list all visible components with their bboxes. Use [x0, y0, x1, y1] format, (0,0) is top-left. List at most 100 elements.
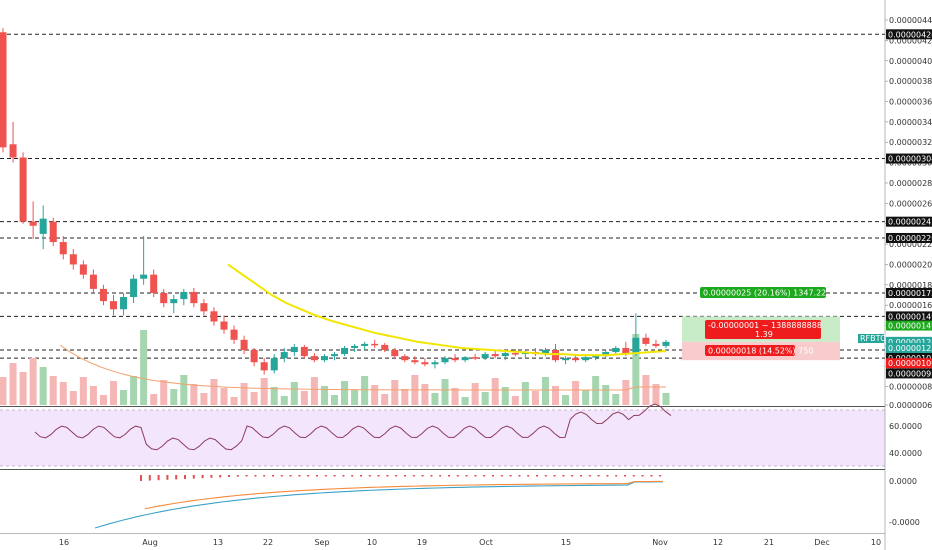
candle-body	[351, 345, 359, 348]
macd-histogram-bar	[298, 475, 301, 477]
price-candles	[0, 28, 670, 375]
macd-histogram-bar	[333, 475, 336, 477]
candle-body	[551, 350, 560, 361]
level-tag	[886, 232, 932, 243]
candle-body	[19, 157, 27, 222]
volume-bar	[602, 385, 610, 405]
candle-body	[541, 350, 549, 355]
macd-histogram-bar	[659, 475, 662, 477]
level-tag	[886, 311, 932, 322]
macd-histogram-bar	[386, 475, 389, 477]
volume-bar	[260, 378, 268, 405]
volume-bar	[240, 383, 248, 405]
candle-body	[361, 343, 369, 346]
macd-histogram-bar	[544, 475, 547, 477]
macd-histogram-bar	[324, 475, 327, 477]
macd-histogram-bar	[192, 475, 195, 479]
macd-histogram-bar	[456, 475, 459, 477]
macd-histogram-bar	[263, 475, 266, 477]
rsi-tick-label: 60.0000	[889, 422, 922, 431]
time-tick-label: 15	[561, 538, 571, 547]
macd-histogram-bar	[228, 475, 230, 477]
price-tags: 0.00000426 0.00000304 0.00000242 0.00000226…	[858, 29, 932, 379]
macd-histogram-bar	[140, 475, 142, 481]
macd-histogram-bar	[571, 475, 574, 477]
candle-body	[511, 353, 519, 355]
candle-body	[69, 254, 77, 265]
price-tick-label: 0.00000062	[889, 401, 932, 410]
candle-body	[411, 360, 419, 363]
volume-bar	[511, 396, 519, 405]
time-axis[interactable]: 16 Aug 13 22 Sep 10 19 Oct 15 Nov 12 21 Dec 10	[59, 538, 881, 547]
volume-bar	[9, 363, 17, 405]
volume-bar	[89, 386, 97, 405]
volume-bar	[130, 376, 138, 405]
candle-body	[572, 358, 580, 361]
macd-histogram-bar	[307, 475, 310, 477]
price-tag-label: 0.00000106	[888, 359, 932, 368]
symbol-badge-label: RFBTC	[860, 334, 886, 343]
volume-bar	[642, 375, 650, 405]
volume-bar	[431, 393, 439, 405]
candle-body	[652, 343, 660, 346]
level-tag	[886, 287, 932, 298]
macd-histogram-bar	[527, 475, 530, 477]
candle-body	[49, 221, 57, 243]
time-tick-label: 13	[213, 538, 223, 547]
volume-bar	[200, 393, 208, 405]
macd-histogram-bar	[421, 475, 424, 477]
candle-body	[612, 347, 620, 353]
macd-histogram-bar	[201, 475, 204, 479]
macd-histogram-bar	[553, 475, 556, 477]
macd-histogram-bar	[175, 475, 178, 480]
volume-bar	[421, 384, 429, 405]
macd-histogram-bar	[157, 475, 160, 481]
long-position-tool[interactable]: 0.00000025 (20.16%) 1347.22 -0.00000001 ~…	[682, 287, 840, 361]
candle-body	[501, 353, 509, 357]
candle-body	[602, 352, 610, 357]
grid-layer	[0, 406, 932, 534]
volume-bar	[170, 389, 178, 405]
candle-body	[120, 297, 128, 310]
price-axis[interactable]: 0.000000620.000000800.000001000.00000120…	[884, 0, 932, 550]
macd-histogram-bar	[448, 475, 450, 477]
rsi-panel	[0, 403, 885, 467]
rsi-line	[34, 403, 672, 451]
level-tag	[886, 29, 932, 40]
macd-histogram-bar	[624, 475, 626, 477]
level-tag	[886, 153, 932, 164]
volume-bar	[612, 394, 620, 405]
time-tick-label: 19	[417, 538, 427, 547]
volume-bar	[150, 394, 158, 405]
volume-bar	[551, 386, 560, 405]
candle-body	[310, 356, 318, 361]
volume-bar	[481, 392, 489, 405]
volume-bar	[622, 380, 630, 405]
target-label: 0.00000025 (20.16%) 1347.22	[703, 289, 826, 298]
volume-bar	[582, 390, 590, 405]
candle-body	[59, 242, 67, 255]
candle-body	[160, 292, 168, 304]
candle-body	[260, 362, 268, 371]
volume-bar	[330, 395, 339, 405]
candle-body	[582, 357, 590, 361]
level-tag-label: 0.00000172	[888, 289, 932, 298]
level-tag-label: 0.00000304	[888, 155, 932, 164]
macd-histogram-bar	[518, 475, 521, 477]
price-tag-label: 0.00000149	[888, 322, 932, 331]
candle-body	[461, 357, 469, 361]
candle-body	[662, 341, 670, 346]
candle-body	[592, 356, 600, 358]
candle-body	[230, 329, 238, 340]
horizontal-levels	[0, 33, 885, 359]
volume-bar	[120, 390, 128, 405]
macd-histogram-bar	[404, 475, 406, 477]
candle-body	[99, 288, 107, 302]
candle-body	[451, 358, 459, 361]
candle-body	[471, 357, 479, 359]
